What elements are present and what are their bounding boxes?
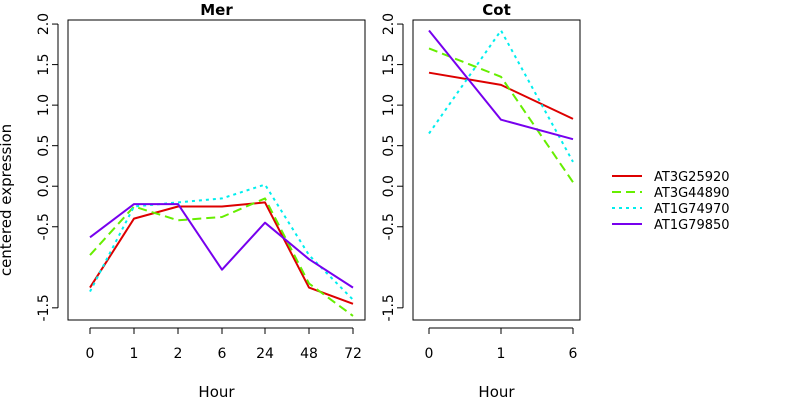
legend-label: AT3G44890 xyxy=(654,186,730,201)
series-line-at1g74970 xyxy=(428,29,574,163)
plot-frame xyxy=(412,19,581,321)
series-line-at1g79850 xyxy=(89,203,354,289)
y-tick-label: 0.0 xyxy=(36,175,52,197)
y-tick-label: -0.5 xyxy=(36,213,52,240)
y-tick-label: -1.5 xyxy=(36,294,52,321)
x-tick-label: 72 xyxy=(344,346,362,362)
series-line-at3g44890 xyxy=(89,197,354,317)
x-tick-label: 6 xyxy=(218,346,227,362)
series-line-at3g25920 xyxy=(89,201,354,305)
y-tick-label: 0.0 xyxy=(381,175,397,197)
panel-cot: Cot -1.5 -0.5 0.0 0.5 1.0 1.5 2.0 0 1 6 Hour xyxy=(381,1,581,400)
y-tick-label: 1.0 xyxy=(381,94,397,116)
x-tick-label: 0 xyxy=(86,346,95,362)
panel-title: Cot xyxy=(482,1,510,19)
x-tick-label: 6 xyxy=(569,346,578,362)
y-tick-label: 1.5 xyxy=(381,53,397,75)
y-tick-label: -1.5 xyxy=(381,294,397,321)
x-axis-title: Hour xyxy=(478,383,515,400)
x-tick-label: 1 xyxy=(130,346,139,362)
x-tick-label: 0 xyxy=(425,346,434,362)
y-tick-label: -0.5 xyxy=(381,213,397,240)
plot-frame xyxy=(67,19,366,321)
y-axis-title: centered expression xyxy=(0,124,15,276)
y-tick-label: 2.0 xyxy=(36,13,52,35)
series-line-at3g25920 xyxy=(428,71,574,120)
y-tick-label: 1.0 xyxy=(36,94,52,116)
y-tick-label: 1.5 xyxy=(36,53,52,75)
y-tick-label: 2.0 xyxy=(381,13,397,35)
legend-label: AT1G74970 xyxy=(654,202,730,217)
x-tick-label: 48 xyxy=(300,346,318,362)
x-axis-title: Hour xyxy=(198,383,235,400)
series-line-at1g74970 xyxy=(89,183,354,301)
series-line-at3g44890 xyxy=(428,47,574,183)
panel-title: Mer xyxy=(200,1,233,19)
legend-label: AT3G25920 xyxy=(654,170,730,185)
x-tick-label: 2 xyxy=(174,346,183,362)
y-tick-label: 0.5 xyxy=(36,135,52,157)
x-tick-label: 24 xyxy=(256,346,274,362)
x-tick-label: 1 xyxy=(497,346,506,362)
legend-label: AT1G79850 xyxy=(654,218,730,233)
series-line-at1g79850 xyxy=(428,29,574,141)
y-tick-label: 0.5 xyxy=(381,135,397,157)
panel-mer: Mer -1.5 -0.5 0.0 0.5 1.0 1.5 2.0 0 1 2 6 24 48 72 Hour xyxy=(36,1,366,400)
